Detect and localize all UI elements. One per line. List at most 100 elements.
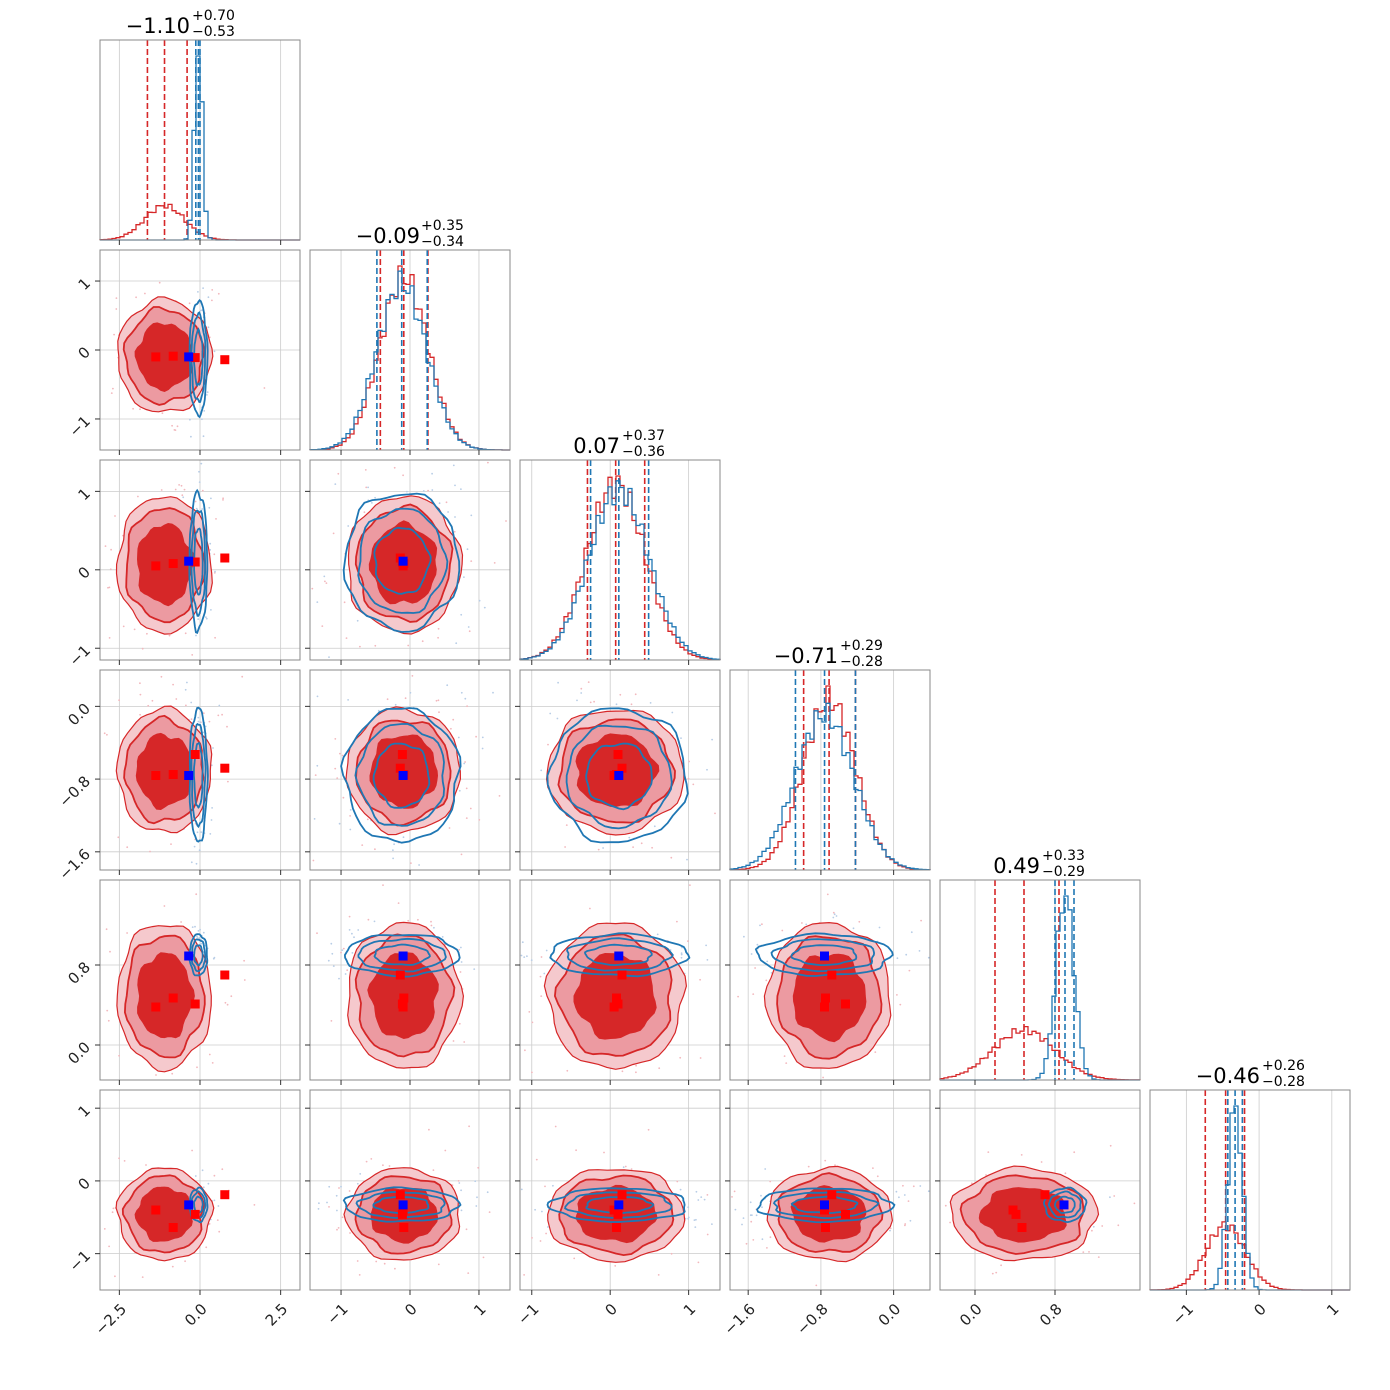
red-marker-3 <box>617 1190 627 1200</box>
scatter-point <box>103 732 106 735</box>
scatter-point <box>207 326 210 329</box>
x-tick-label: 1 <box>1323 1300 1342 1319</box>
scatter-point <box>475 1205 478 1207</box>
scatter-point <box>832 916 835 919</box>
scatter-point <box>359 645 361 648</box>
scatter-point <box>383 1262 386 1265</box>
scatter-point <box>241 675 244 678</box>
scatter-point <box>341 754 344 757</box>
y-tick-label: 0.0 <box>64 700 94 730</box>
panel-4-3 <box>725 879 931 1085</box>
scatter-point <box>328 656 330 658</box>
scatter-point <box>105 928 108 931</box>
scatter-point <box>402 474 404 477</box>
scatter-point <box>226 1003 229 1006</box>
scatter-point <box>126 932 128 934</box>
scatter-point <box>438 711 440 714</box>
scatter-point <box>118 1157 120 1160</box>
panel-4-0: 0.0 0.8 <box>64 879 301 1085</box>
scatter-point <box>488 1211 491 1213</box>
scatter-point <box>336 1228 338 1231</box>
scatter-point <box>706 1233 709 1236</box>
scatter-point <box>145 1164 147 1166</box>
scatter-point <box>221 713 223 716</box>
blue-contour-level-1 <box>1047 1190 1082 1219</box>
y-tick-label: −1 <box>66 1247 94 1275</box>
scatter-point <box>452 1040 455 1042</box>
scatter-point <box>364 469 367 471</box>
red-contour-level-2 <box>134 322 193 392</box>
scatter-point <box>695 1190 698 1193</box>
scatter-point <box>216 1219 219 1221</box>
scatter-point <box>222 497 224 500</box>
y-tick-label: 0 <box>75 1174 94 1193</box>
scatter-point <box>737 995 739 998</box>
scatter-point <box>338 1187 340 1189</box>
red-marker-2 <box>1011 1209 1021 1219</box>
scatter-point <box>332 532 335 535</box>
scatter-point <box>435 699 438 702</box>
blue-contour-level-0 <box>343 934 461 978</box>
title-median-3: −0.71 <box>774 644 838 668</box>
scatter-point <box>458 1022 461 1025</box>
scatter-point <box>184 1260 186 1263</box>
scatter-point <box>345 637 348 639</box>
scatter-point <box>630 703 633 706</box>
scatter-point <box>783 1055 786 1057</box>
scatter-point <box>327 959 330 962</box>
scatter-point <box>876 1175 879 1178</box>
scatter-point <box>749 1201 752 1204</box>
scatter-point <box>340 951 342 954</box>
scatter-point <box>196 937 199 939</box>
scatter-point <box>464 697 467 700</box>
scatter-point <box>194 1175 197 1177</box>
scatter-point <box>146 632 148 635</box>
scatter-point <box>743 935 745 938</box>
scatter-point <box>161 412 164 415</box>
scatter-point <box>904 1224 906 1227</box>
scatter-point <box>766 1247 768 1249</box>
title-plus-5: +0.26 <box>1262 1058 1305 1074</box>
scatter-point <box>160 489 163 491</box>
scatter-point <box>314 774 317 776</box>
scatter-point <box>195 634 197 637</box>
scatter-point <box>316 764 319 767</box>
panel-1-1 <box>309 249 511 455</box>
blue-contour-level-0 <box>546 1187 686 1223</box>
panel-3-2 <box>515 669 721 875</box>
scatter-point <box>457 736 460 739</box>
panel-frame <box>729 879 931 1081</box>
red-marker-1 <box>1017 1223 1027 1232</box>
title-minus-5: −0.28 <box>1262 1074 1305 1090</box>
scatter-point <box>316 932 318 935</box>
scatter-point <box>132 407 134 410</box>
scatter-point <box>448 827 451 829</box>
scatter-point <box>173 429 176 431</box>
panel-5-0: −1 0 1 −2.5 0.0 2.5 <box>66 1089 301 1339</box>
y-tick-label: −1 <box>66 412 94 440</box>
scatter-point <box>207 1182 210 1185</box>
scatter-point <box>371 502 373 504</box>
scatter-point <box>191 654 194 656</box>
scatter-point <box>455 642 458 645</box>
x-tick-label: 1 <box>470 1300 489 1319</box>
scatter-point <box>430 924 433 927</box>
scatter-point <box>679 1188 682 1191</box>
red-marker-3 <box>395 970 405 980</box>
scatter-point <box>180 921 182 923</box>
x-tick-label: 0 <box>1250 1300 1269 1319</box>
scatter-point <box>199 928 201 931</box>
scatter-point <box>539 1240 542 1242</box>
scatter-point <box>741 1223 743 1226</box>
scatter-point <box>323 575 326 578</box>
panel-frame <box>729 669 931 871</box>
panel-frame <box>519 1089 721 1291</box>
scatter-point <box>382 1164 384 1167</box>
scatter-point <box>687 777 690 780</box>
scatter-point <box>171 424 173 427</box>
scatter-point <box>365 1160 368 1163</box>
scatter-point <box>184 688 187 691</box>
scatter-point <box>359 1173 362 1175</box>
scatter-point <box>336 1209 338 1212</box>
